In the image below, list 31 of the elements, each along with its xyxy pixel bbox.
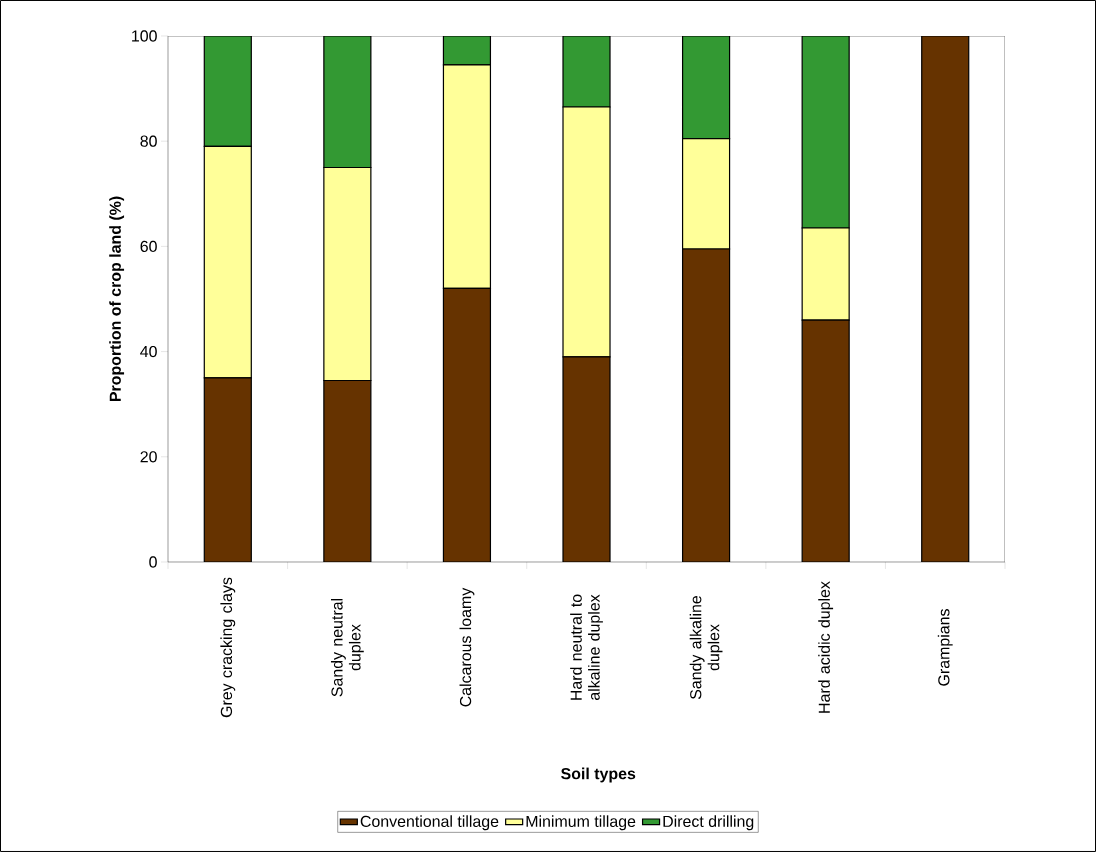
y-tick-label: 100: [132, 30, 157, 42]
y-tick-label: 80: [140, 135, 157, 147]
y-tick-label: 20: [140, 451, 157, 463]
y-tick-label: 40: [140, 345, 157, 358]
bar: [681, 248, 731, 562]
x-tick-label: Hard acidic duplex: [818, 581, 834, 713]
bar: [801, 319, 850, 562]
legend-label: Minimum tillage: [526, 815, 636, 831]
y-axis-title: Proportion of crop land (%): [109, 196, 125, 402]
bar: [562, 35, 611, 108]
x-axis-title: Soil types: [561, 767, 636, 783]
x-tick-label: Grampians: [937, 609, 953, 686]
legend-label: Direct drilling: [663, 815, 754, 831]
x-tick-label: Grey cracking clays: [220, 577, 236, 718]
y-tick-label: 60: [140, 240, 157, 253]
x-tick-label: Sandy alkaline duplex: [689, 595, 723, 700]
legend-label: Conventional tillage: [360, 815, 499, 831]
bar: [562, 356, 611, 562]
bar: [442, 287, 492, 562]
x-tick-label: Sandy neutral duplex: [330, 598, 364, 697]
bar: [681, 35, 731, 140]
y-tick-label: 0: [149, 556, 157, 568]
bar: [801, 35, 850, 229]
bar: [921, 35, 970, 562]
bar: [323, 379, 372, 562]
x-tick-label: Hard neutral to alkaline duplex: [570, 594, 603, 701]
bar: [442, 35, 492, 66]
bar: [203, 377, 252, 562]
x-tick-label: Calcarous loamy: [459, 587, 475, 707]
bar: [323, 35, 372, 169]
bar: [203, 35, 252, 148]
